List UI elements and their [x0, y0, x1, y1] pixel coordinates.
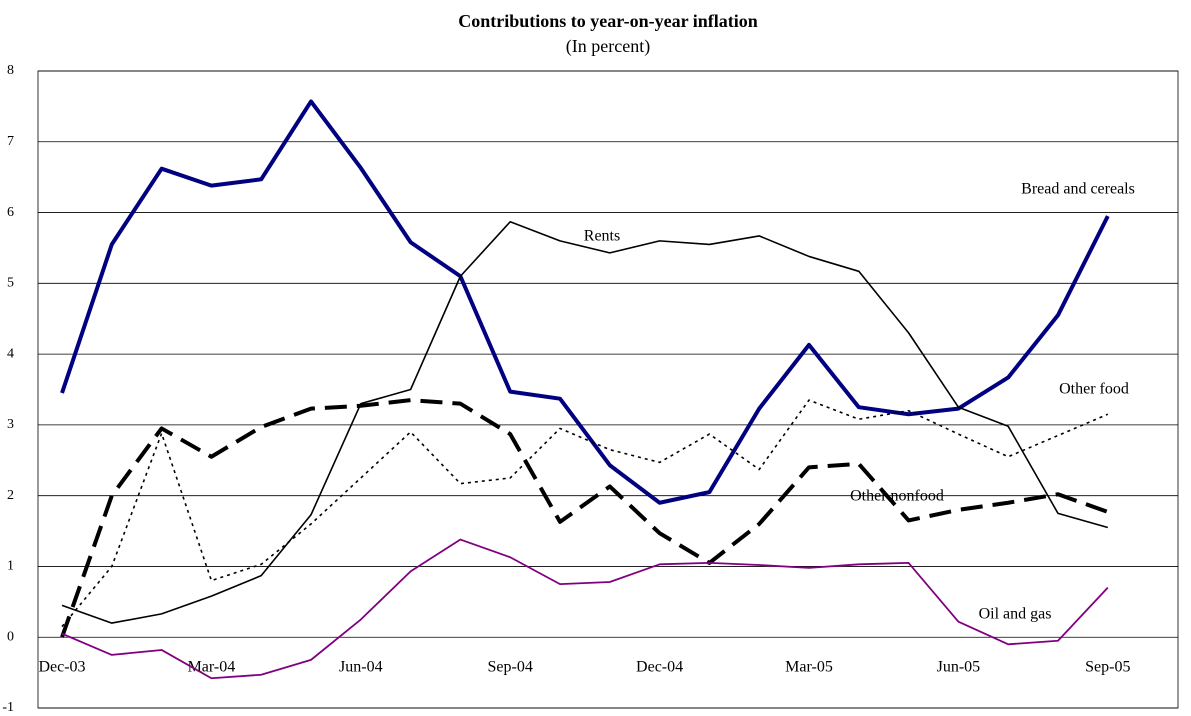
series-line [61, 220, 1109, 624]
series-label: Other nonfood [850, 488, 944, 505]
y-tick-label: 4 [7, 346, 14, 361]
y-tick-label: 2 [7, 488, 14, 503]
series-label: Other food [1059, 381, 1129, 398]
x-tick-label: Sep-04 [488, 659, 533, 676]
chart-subtitle: (In percent) [566, 36, 650, 57]
y-tick-label: 0 [7, 629, 14, 644]
y-tick-label: 5 [7, 276, 14, 291]
y-tick-label: 8 [7, 63, 14, 78]
x-tick-label: Jun-04 [339, 659, 383, 676]
series-label: Oil and gas [979, 606, 1052, 623]
x-tick-label: Dec-03 [38, 659, 85, 676]
x-tick-label: Sep-05 [1085, 659, 1130, 676]
series-line [60, 99, 1110, 505]
x-tick-label: Mar-04 [188, 659, 236, 676]
y-tick-label: 3 [7, 417, 14, 432]
series-line [61, 538, 1109, 680]
x-tick-label: Jun-05 [937, 659, 981, 676]
y-tick-label: -1 [2, 700, 14, 715]
series-line [61, 399, 1109, 628]
series-label: Rents [584, 228, 620, 245]
x-tick-label: Mar-05 [785, 659, 833, 676]
y-tick-label: 6 [7, 205, 14, 220]
chart-title: Contributions to year-on-year inflation [458, 11, 758, 31]
y-tick-label: 1 [7, 559, 14, 574]
y-tick-label: 7 [7, 134, 14, 149]
x-tick-label: Dec-04 [636, 659, 683, 676]
series-line [60, 398, 1109, 638]
series-label: Bread and cereals [1021, 181, 1135, 198]
